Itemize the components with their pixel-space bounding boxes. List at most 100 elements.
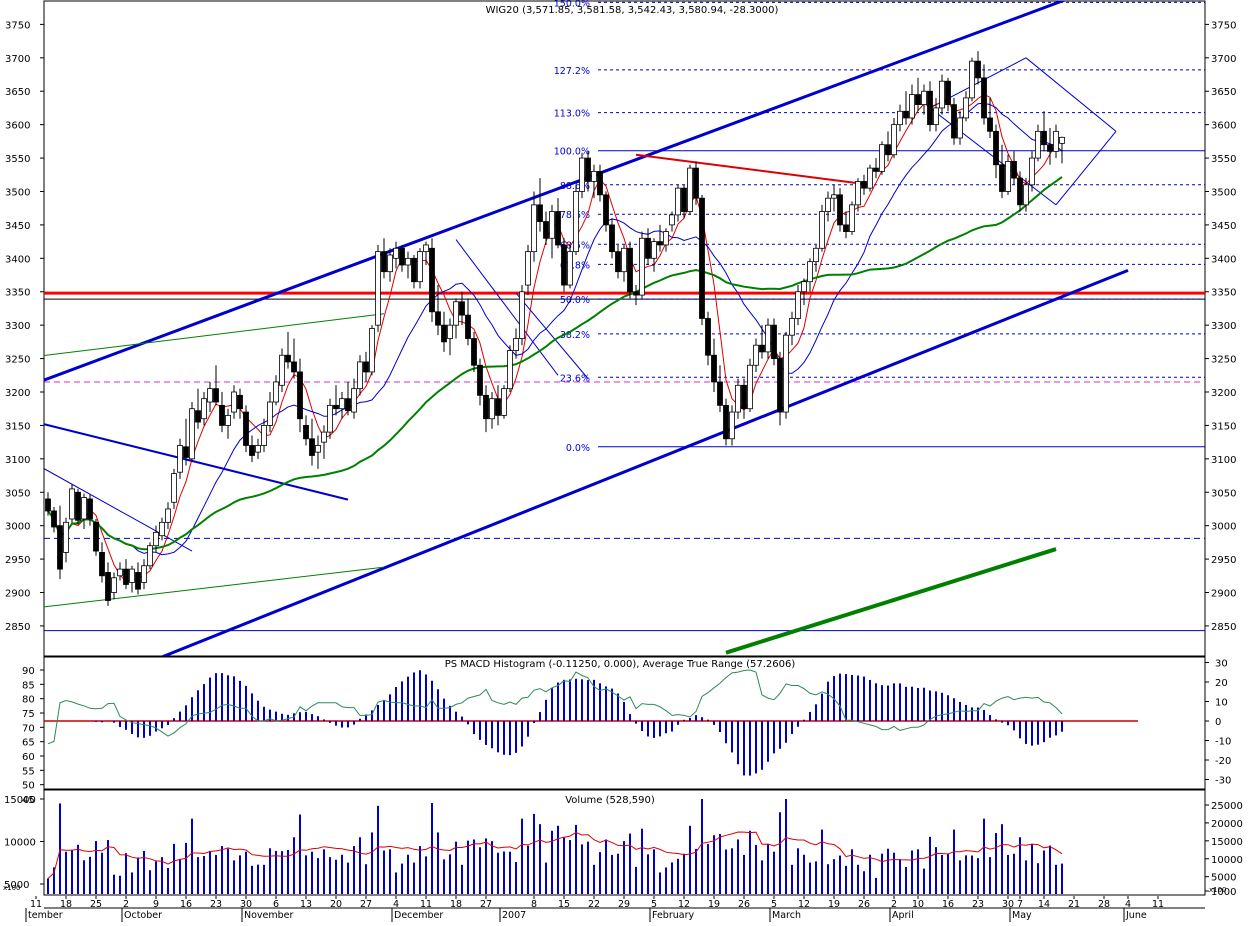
trendline	[44, 1, 1067, 382]
y-tick-label-left: 3100	[5, 455, 30, 466]
y-tick-label-left: 3300	[5, 321, 30, 332]
candle-body	[651, 241, 657, 259]
x-month-label: tember	[28, 910, 63, 921]
candle-body	[315, 445, 321, 453]
x-day-label: 6	[273, 899, 279, 910]
candle-body	[261, 425, 267, 446]
candle-body	[573, 191, 579, 253]
y-tick-label-left: 3200	[5, 388, 30, 399]
candle-body	[117, 568, 123, 577]
candle-body	[969, 60, 975, 99]
candle-body	[765, 324, 771, 353]
x-day-label: 18	[450, 899, 462, 910]
trendline	[515, 292, 589, 379]
y-tick-label-left: 3350	[5, 288, 30, 299]
candle-body	[369, 328, 375, 373]
trendline	[44, 566, 385, 608]
candle-body	[135, 572, 141, 590]
trendline	[725, 547, 1057, 655]
candle-body	[849, 204, 855, 232]
candle-body	[567, 251, 573, 286]
candle-body	[795, 291, 801, 319]
trendline	[635, 153, 871, 186]
candle-body	[639, 237, 645, 296]
x-day-label: 5	[651, 899, 657, 910]
x-day-label: 19	[708, 899, 720, 910]
candle-body	[1011, 161, 1017, 179]
candle-body	[717, 381, 723, 406]
candle-body	[999, 164, 1005, 192]
candle-body	[63, 521, 69, 553]
candle-body	[99, 552, 105, 577]
volume-pane-frame	[43, 789, 1206, 896]
candle-body	[675, 187, 681, 216]
y-tick-label-left: 3150	[5, 421, 30, 432]
x-month-label: November	[244, 910, 294, 921]
trendline	[160, 268, 1129, 656]
y-tick-label-right: 3100	[1211, 455, 1236, 466]
candle-body	[777, 358, 783, 413]
volume-pane-title: Volume (528,590)	[565, 795, 655, 806]
x-day-label: 10	[912, 899, 924, 910]
candle-body	[975, 60, 981, 79]
macd-tick-label-right: -10	[1215, 737, 1231, 748]
candle-body	[363, 361, 369, 373]
macd-tick-label-left: 45	[22, 795, 35, 806]
candle-body	[333, 404, 339, 410]
y-tick-label-right: 3000	[1211, 522, 1236, 533]
candle-body	[963, 97, 969, 119]
candle-body	[327, 404, 333, 433]
candle-body	[531, 204, 537, 253]
candle-body	[603, 194, 609, 226]
candle-body	[693, 167, 699, 199]
volume-tick-label-right: 25000	[1211, 801, 1243, 812]
y-tick-label-right: 3750	[1211, 20, 1236, 31]
candle-body	[141, 565, 147, 583]
candle-body	[783, 334, 789, 413]
candle-body	[1023, 184, 1029, 206]
candle-body	[933, 107, 939, 126]
x-day-label: 20	[330, 899, 342, 910]
candle-body	[1029, 157, 1035, 186]
y-tick-label-left: 2900	[5, 589, 30, 600]
y-tick-label-left: 2950	[5, 555, 30, 566]
y-tick-label-left: 3050	[5, 488, 30, 499]
candle-body	[393, 247, 399, 259]
candle-body	[249, 445, 255, 456]
x-day-label: 27	[360, 899, 372, 910]
candle-body	[663, 231, 669, 246]
candle-body	[735, 384, 741, 413]
x-month-label: February	[652, 910, 694, 921]
x-day-label: 18	[60, 899, 72, 910]
candle-body	[579, 157, 585, 192]
candle-body	[213, 388, 219, 403]
x-day-label: 14	[1038, 899, 1050, 910]
candle-body	[699, 197, 705, 319]
macd-tick-label-right: 20	[1215, 678, 1228, 689]
y-tick-label-right: 2950	[1211, 555, 1236, 566]
candle-body	[867, 167, 873, 189]
y-tick-label-right: 3500	[1211, 187, 1236, 198]
macd-tick-label-right: 10	[1215, 698, 1228, 709]
y-tick-label-left: 3550	[5, 154, 30, 165]
candle-body	[819, 211, 825, 249]
candle-body	[279, 354, 285, 386]
macd-tick-label-left: 75	[22, 709, 35, 720]
candle-body	[633, 291, 639, 296]
fib-level-label: 150.0%	[554, 0, 590, 9]
candle-body	[1035, 130, 1041, 159]
candle-body	[1041, 130, 1047, 146]
fib-level-label: 38.2%	[560, 330, 590, 341]
candle-body	[429, 247, 435, 313]
y-tick-label-right: 3550	[1211, 154, 1236, 165]
x-day-label: 12	[678, 899, 690, 910]
candle-body	[711, 354, 717, 383]
price-chart-title: WIG20 (3,571.85, 3,581.58, 3,542.43, 3,5…	[486, 5, 779, 16]
candle-body	[885, 144, 891, 156]
candle-body	[453, 301, 459, 326]
y-tick-label-right: 3450	[1211, 221, 1236, 232]
candle-body	[825, 197, 831, 212]
candle-body	[519, 291, 525, 339]
candle-body	[909, 94, 915, 119]
candle-body	[771, 324, 777, 359]
